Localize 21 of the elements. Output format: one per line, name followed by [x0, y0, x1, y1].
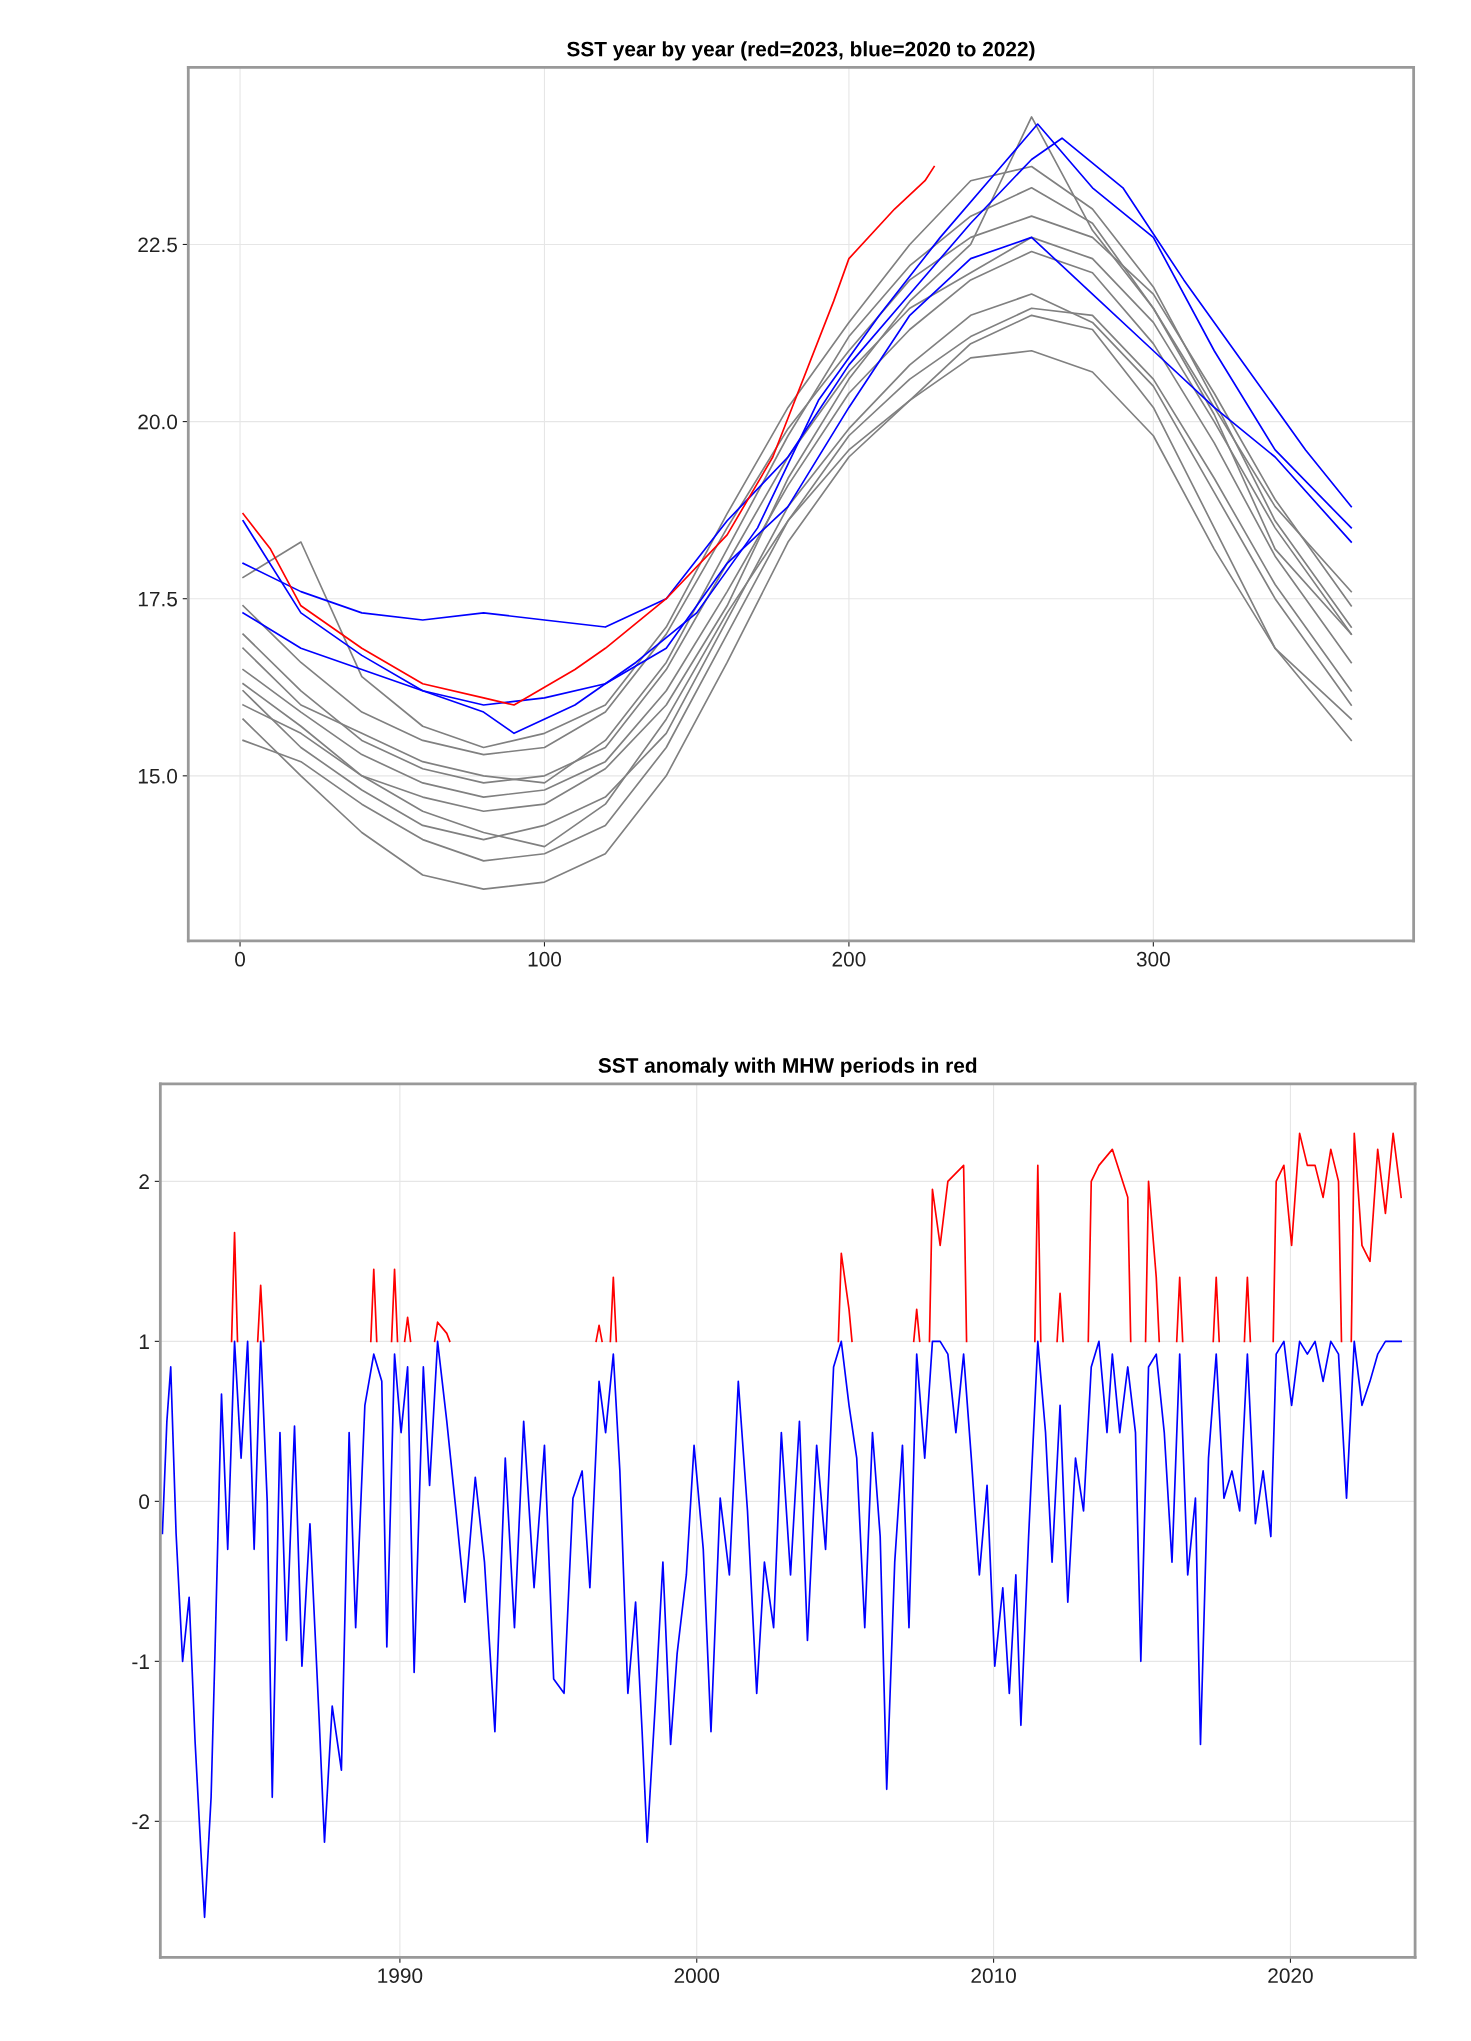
x-tick-label: 100 [528, 951, 562, 967]
x-tick-label: 1990 [378, 1968, 423, 1984]
x-tick-label: 2020 [1268, 1968, 1313, 1984]
x-tick-label: 300 [1136, 951, 1170, 967]
y-tick-label: 22.5 [138, 237, 177, 253]
line-series [161, 1340, 1402, 1919]
chart-title: SST anomaly with MHW periods in red [598, 1057, 977, 1077]
y-tick-label: 17.5 [138, 591, 177, 607]
x-tick-label: 0 [235, 951, 246, 967]
y-tick-label: 15.0 [138, 768, 178, 784]
y-tick-label: 0 [139, 1494, 150, 1510]
chart-title: SST year by year (red=2023, blue=2020 to 2022) [567, 41, 1035, 61]
y-tick-label: 1 [139, 1334, 149, 1349]
x-tick-label: 200 [832, 951, 866, 967]
y-tick-label: -2 [132, 1814, 149, 1829]
line-series [242, 165, 935, 706]
x-tick-label: 2000 [674, 1968, 720, 1984]
x-tick-label: 2010 [971, 1968, 1016, 1984]
y-tick-label: 2 [139, 1174, 149, 1189]
y-tick-label: 20.0 [138, 414, 178, 430]
y-tick-label: -1 [132, 1654, 149, 1669]
